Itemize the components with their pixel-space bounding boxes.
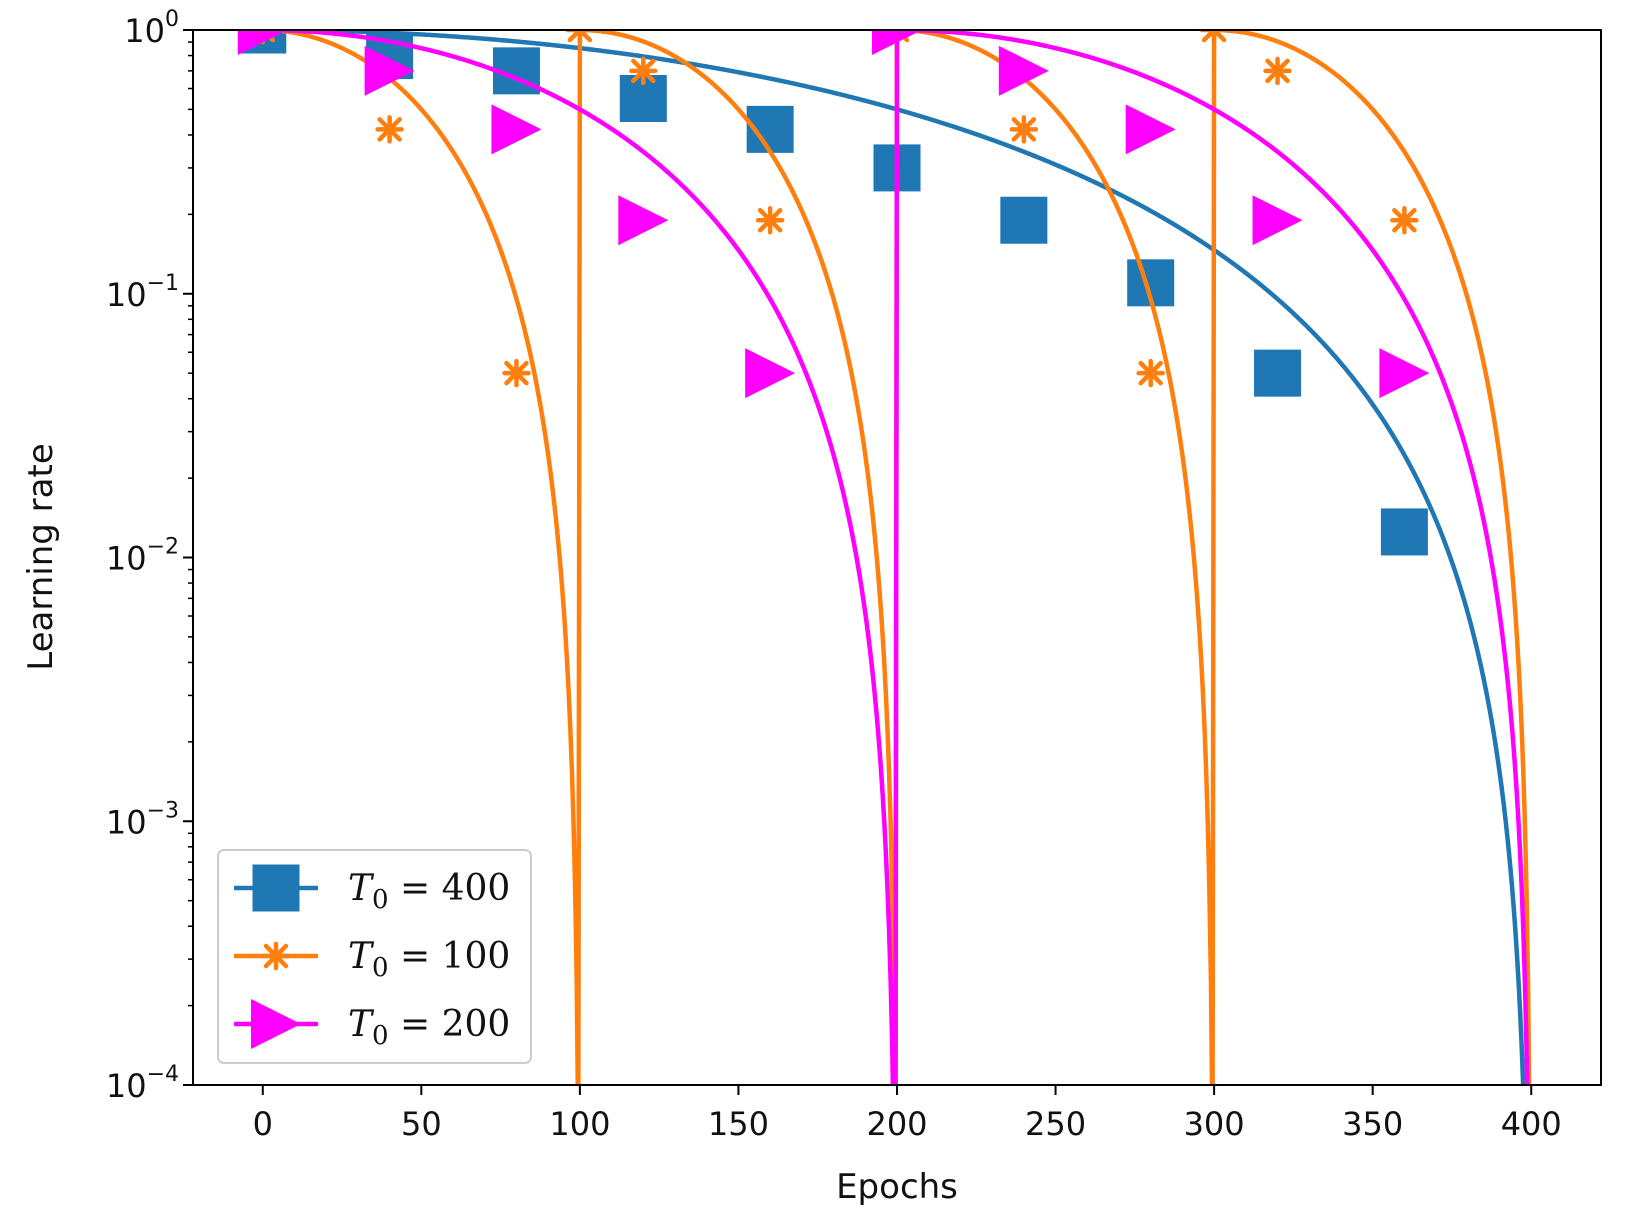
y-tick-label: 10−1 [106, 271, 179, 314]
x-tick-label: 50 [401, 1105, 442, 1143]
data-point-marker [872, 30, 922, 55]
legend-entry: T0 = 200 [234, 999, 510, 1051]
data-point-marker [629, 56, 658, 86]
data-point-marker [1125, 104, 1176, 155]
data-point-marker [1390, 205, 1419, 235]
y-tick-label: 100 [124, 7, 179, 50]
data-point-marker [1379, 348, 1430, 399]
x-tick-label: 300 [1184, 1105, 1245, 1143]
legend-marker [251, 999, 301, 1049]
series-line [262, 30, 1532, 1085]
legend-label: T0 = 200 [348, 1004, 510, 1051]
x-tick-label: 200 [866, 1105, 927, 1143]
x-axis: 0 50 100 150 200 250 300 350 400 [253, 1085, 1562, 1143]
data-point-marker [1380, 508, 1428, 556]
series-0 [239, 30, 1526, 1085]
x-tick-label: 0 [253, 1105, 273, 1143]
data-point-marker [618, 195, 669, 246]
data-point-marker [1000, 196, 1048, 244]
data-point-marker [998, 45, 1049, 96]
x-tick-label: 150 [708, 1105, 769, 1143]
legend: T0 = 400 T0 = 100 T0 = 200 [217, 849, 532, 1064]
data-point-marker [1009, 115, 1039, 144]
legend-entry: T0 = 400 [234, 864, 510, 915]
data-point-marker [1254, 349, 1302, 397]
x-tick-label: 400 [1501, 1105, 1562, 1143]
data-point-marker [375, 115, 404, 144]
y-tick-label: 10−4 [106, 1062, 179, 1105]
data-point-marker [745, 348, 796, 399]
legend-label: T0 = 100 [348, 936, 510, 983]
data-point-marker [755, 205, 785, 235]
series-2 [237, 30, 1530, 1085]
legend-marker [252, 864, 300, 912]
data-point-marker [1263, 56, 1292, 86]
series-line [262, 30, 1530, 1085]
legend-entry: T0 = 100 [234, 936, 510, 983]
x-tick-label: 250 [1025, 1105, 1086, 1143]
x-tick-label: 100 [549, 1105, 610, 1143]
data-point-marker [1252, 195, 1303, 246]
data-point-marker [364, 45, 415, 96]
series-1 [248, 30, 1532, 1085]
data-point-marker [1136, 358, 1165, 388]
x-axis-label: Epochs [836, 1167, 958, 1207]
y-axis-label: Learning rate [21, 443, 61, 670]
y-axis: 10−4 10−3 10−2 10−1 100 [106, 7, 193, 1105]
data-point-marker [237, 30, 288, 55]
y-tick-label: 10−2 [106, 535, 179, 578]
x-tick-label: 350 [1342, 1105, 1403, 1143]
data-point-marker [491, 104, 542, 155]
legend-label: T0 = 400 [348, 868, 510, 915]
series-layer [237, 30, 1532, 1085]
legend-marker [261, 941, 291, 971]
data-point-marker [502, 358, 531, 388]
y-tick-label: 10−3 [106, 798, 179, 841]
